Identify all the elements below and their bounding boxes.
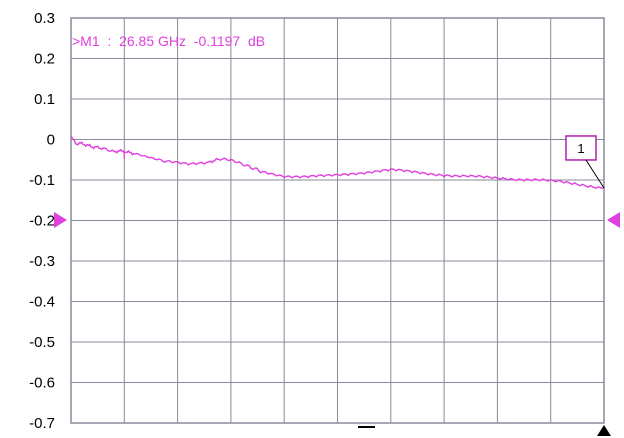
plot-frame (70, 17, 605, 424)
stop-marker-arrow[interactable] (597, 425, 611, 436)
marker-readout: >M1 : 26.85 GHz -0.1197 dB (72, 33, 265, 49)
trace (70, 136, 605, 189)
y-tick-label: 0.3 (34, 10, 55, 27)
y-tick-label: -0.3 (29, 253, 55, 270)
marker-leader-line (585, 159, 605, 189)
marker-label: 1 (577, 141, 584, 156)
y-tick-label: 0 (47, 132, 55, 149)
y-tick-label: 0.1 (34, 91, 55, 108)
markers: 1 (565, 135, 605, 189)
y-tick-label: -0.7 (29, 415, 55, 432)
y-tick-label: -0.1 (29, 172, 55, 189)
marker-box[interactable] (565, 135, 597, 161)
y-axis-ticks: 0.3 0.2 0.1 0 -0.1 -0.2 -0.3 -0.4 -0.5 -0.6 -0.7 (29, 10, 55, 432)
y-tick-label: 0.2 (34, 51, 55, 68)
y-tick-label: -0.4 (29, 294, 55, 311)
reference-arrow-left[interactable] (54, 212, 67, 228)
y-tick-label: -0.2 (29, 213, 55, 230)
trace-line (70, 136, 605, 189)
reference-arrow-right[interactable] (607, 212, 620, 228)
grid (70, 17, 605, 424)
y-tick-label: -0.5 (29, 334, 55, 351)
y-tick-label: -0.6 (29, 375, 55, 392)
